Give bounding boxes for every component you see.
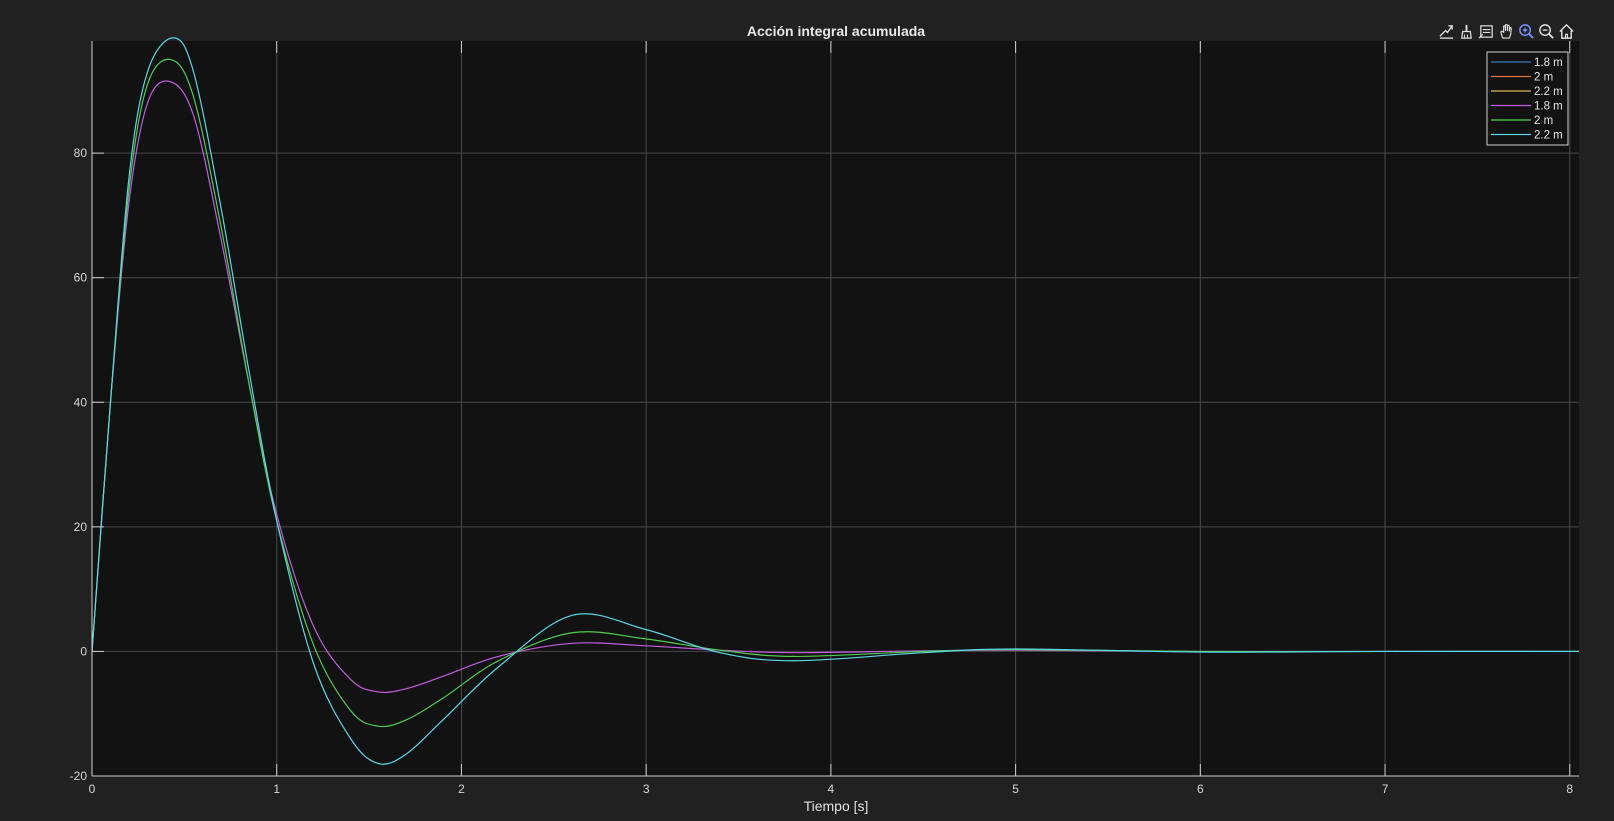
x-tick-label: 7: [1382, 782, 1389, 796]
y-tick-label: 0: [80, 644, 87, 658]
brush-button[interactable]: [1456, 20, 1476, 42]
datatip-button[interactable]: [1476, 20, 1496, 42]
legend-entry-label: 2.2 m: [1534, 86, 1563, 98]
y-tick-label: 40: [74, 395, 88, 409]
x-tick-label: 3: [643, 782, 650, 796]
x-axis-label: Tiempo [s]: [804, 798, 869, 814]
series-line-4: [91, 58, 1579, 728]
x-tick-label: 8: [1566, 782, 1573, 796]
datatip-icon: [1478, 24, 1493, 39]
series-line-3: [91, 80, 1579, 694]
legend-box: [1486, 51, 1569, 146]
zoom-out-icon: [1538, 23, 1554, 39]
series-line-5: [91, 37, 1580, 765]
y-tick-label: 80: [74, 146, 88, 160]
y-tick-labels: -20 0 20 40 60 80: [70, 146, 88, 783]
plot-area-background: [92, 41, 1579, 776]
zoom-out-button[interactable]: [1536, 20, 1556, 42]
legend-entry-label: 1.8 m: [1534, 57, 1563, 69]
x-tick-label: 5: [1012, 782, 1019, 796]
legend[interactable]: 1.8 m 2 m 2.2 m 1.8 m 2 m 2.2 m: [1486, 51, 1569, 146]
home-icon: [1558, 23, 1574, 39]
home-button[interactable]: [1556, 20, 1576, 42]
export-button[interactable]: [1436, 20, 1456, 42]
y-tick-label: 60: [74, 271, 88, 285]
axes: [91, 41, 1579, 777]
zoom-in-button[interactable]: [1516, 20, 1536, 42]
zoom-in-icon: [1518, 23, 1534, 39]
x-tick-label: 6: [1197, 782, 1204, 796]
legend-entry-label: 1.8 m: [1534, 101, 1563, 113]
legend-entry-label: 2 m: [1534, 115, 1553, 127]
y-tick-label: -20: [70, 769, 88, 783]
series-lines: [91, 37, 1580, 765]
x-tick-label: 1: [273, 782, 280, 796]
export-icon: [1438, 24, 1453, 39]
x-tick-label: 2: [458, 782, 465, 796]
pan-hand-icon: [1499, 23, 1512, 39]
legend-entry-label: 2.2 m: [1534, 130, 1563, 142]
legend-entry-label: 2 m: [1534, 72, 1553, 84]
chart-title: Acción integral acumulada: [747, 23, 925, 39]
x-tick-label: 4: [828, 782, 835, 796]
axes-toolbar: [1436, 20, 1576, 42]
y-tick-label: 20: [74, 520, 88, 534]
x-tick-label: 0: [89, 782, 96, 796]
x-tick-labels: 0 1 2 3 4 5 6 7 8: [89, 782, 1574, 796]
brush-icon: [1460, 24, 1472, 39]
pan-hand-button[interactable]: [1496, 20, 1516, 42]
